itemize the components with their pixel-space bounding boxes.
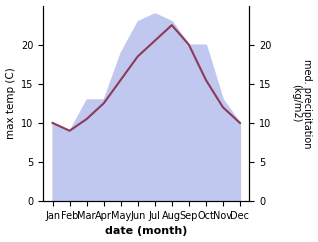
Y-axis label: med. precipitation
(kg/m2): med. precipitation (kg/m2) bbox=[291, 59, 313, 148]
Y-axis label: max temp (C): max temp (C) bbox=[5, 68, 16, 139]
X-axis label: date (month): date (month) bbox=[105, 227, 187, 236]
